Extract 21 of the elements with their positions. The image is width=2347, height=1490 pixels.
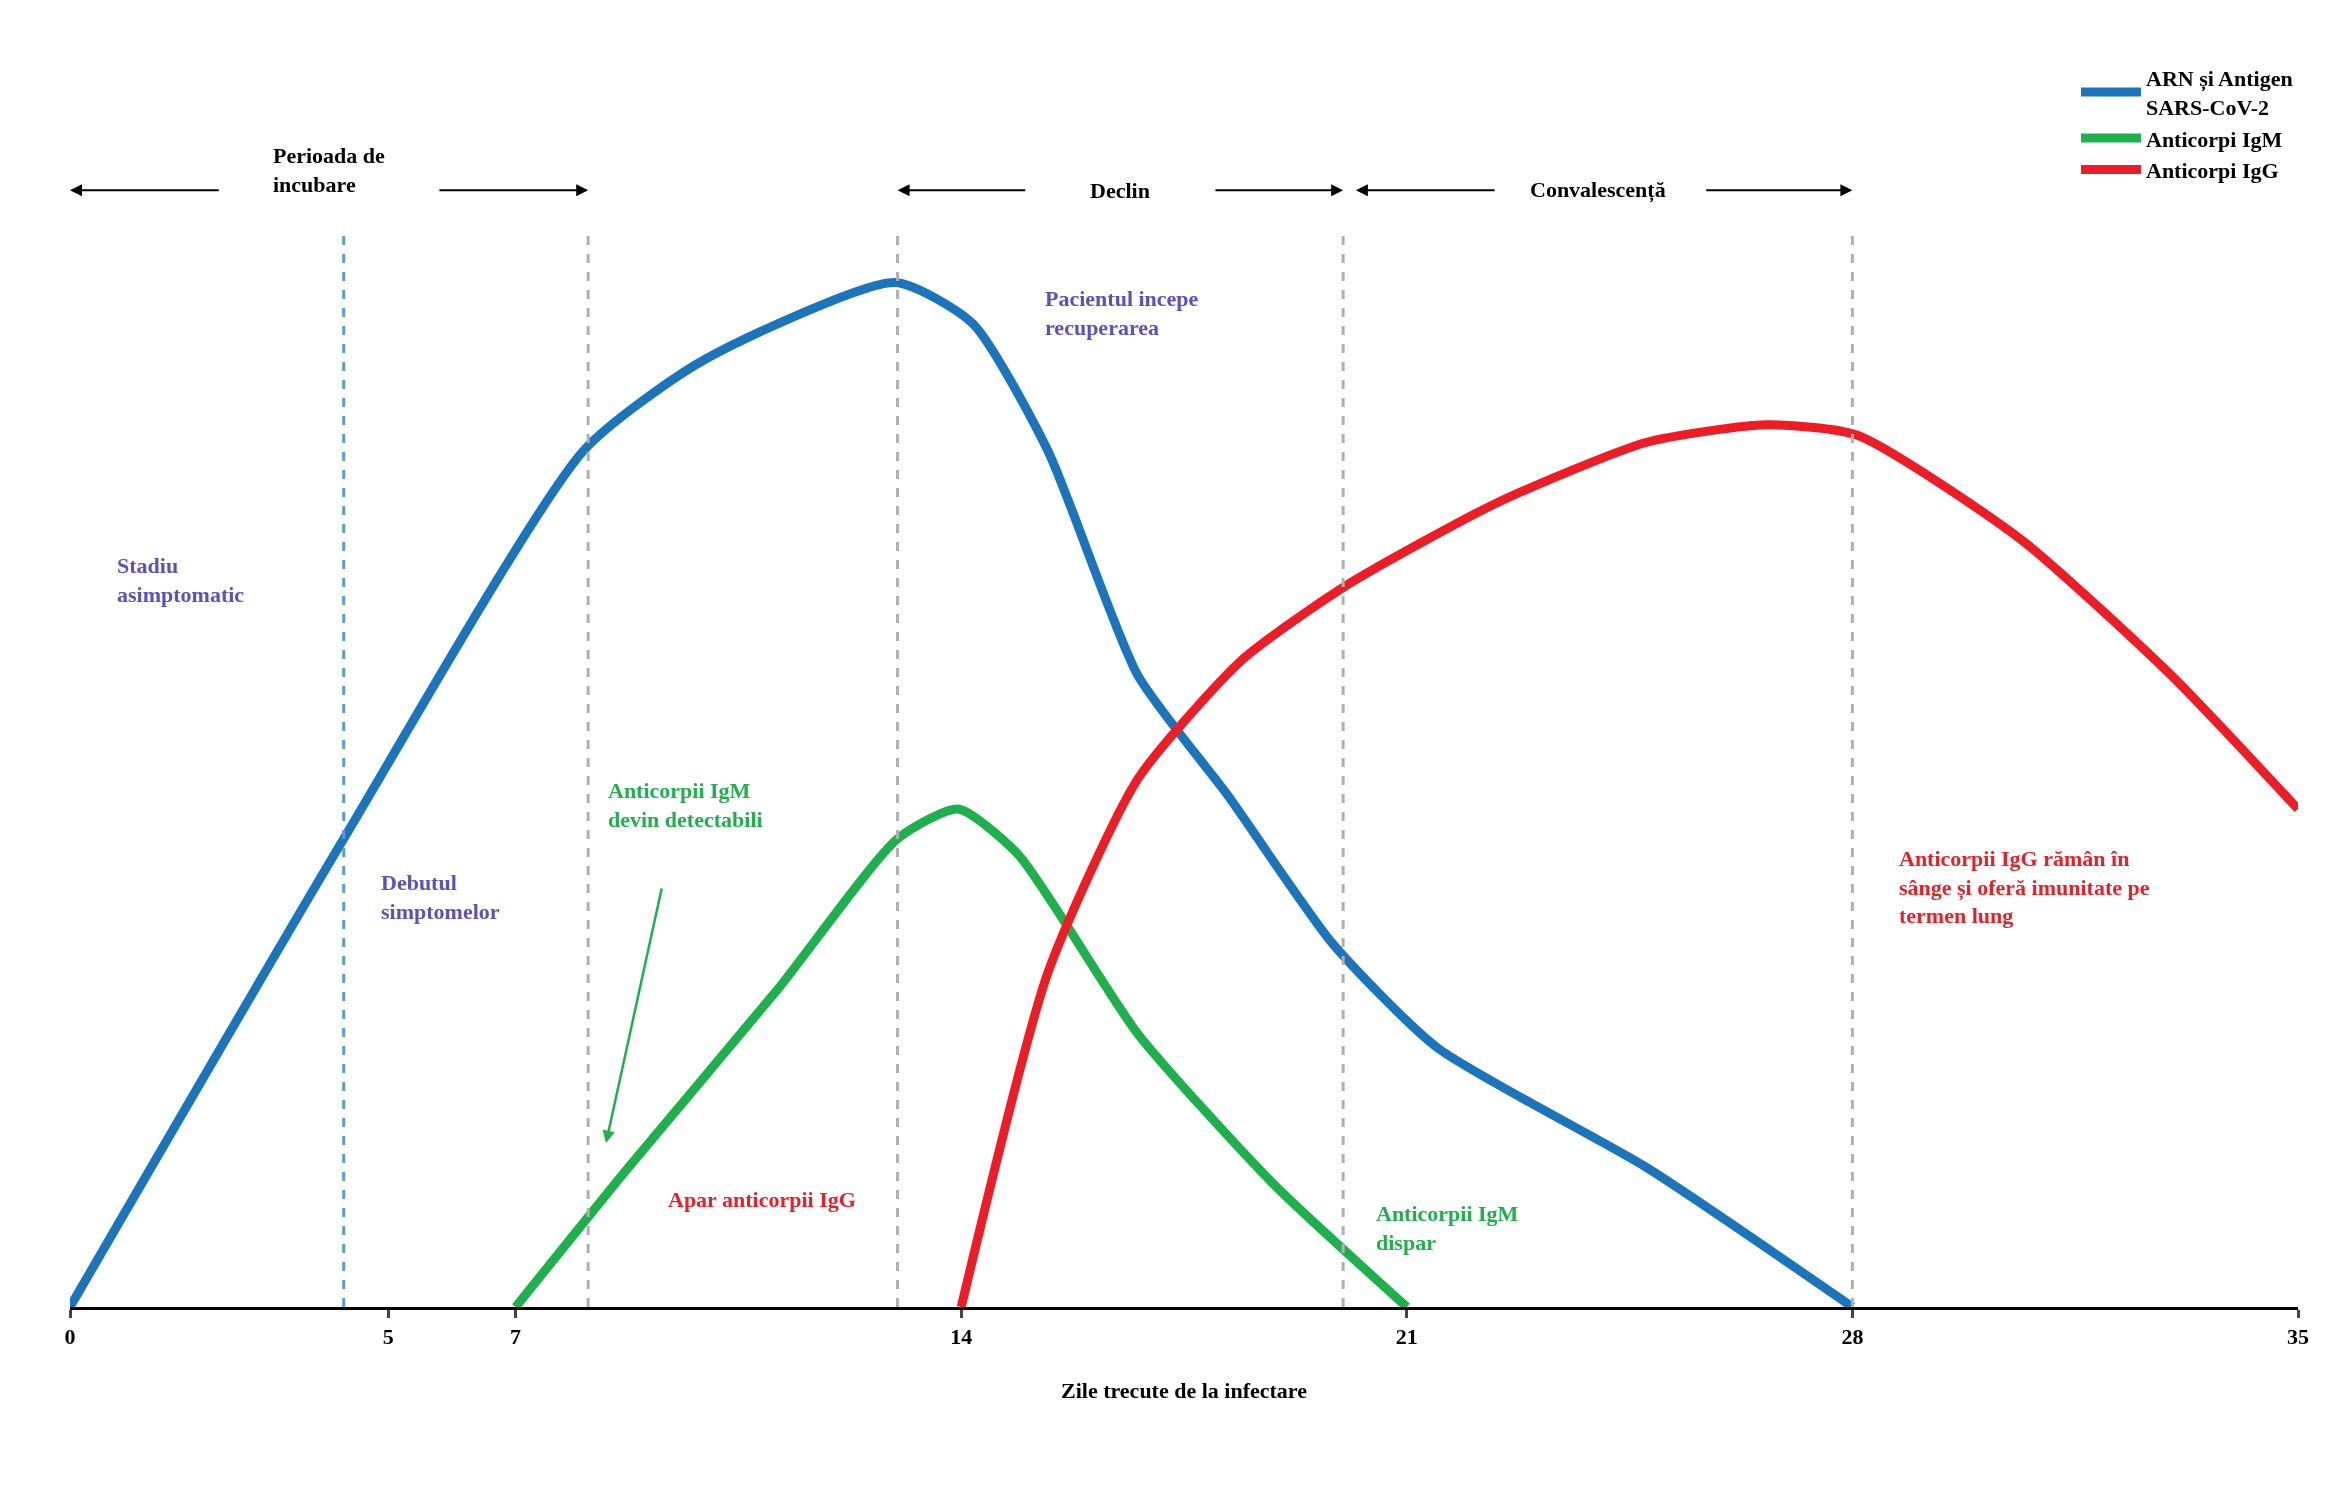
legend-label: Anticorpi IgM <box>2146 126 2283 152</box>
text: Declin <box>1090 178 1150 203</box>
annotation: Anticorpii IgM devin detectabili <box>608 778 763 832</box>
x-tick-label: 28 <box>1841 1324 1864 1350</box>
x-tick-label: 35 <box>2287 1324 2309 1350</box>
annotation: Stadiu asimptomatic <box>117 553 245 607</box>
text: Convalescență <box>1530 177 1666 203</box>
text: Perioada de incubare <box>273 143 386 197</box>
x-tick-label: 5 <box>382 1324 394 1350</box>
x-tick-label: 0 <box>64 1324 76 1350</box>
legend-label: Anticorpi IgG <box>2146 158 2279 184</box>
x-axis-title: Zile trecute de la infectare <box>1061 1378 1308 1404</box>
annotation: Debutul simptomelor <box>381 870 500 924</box>
annotation: Anticorpii IgG rămân în sânge și oferă imunitate pe termen lung <box>1899 846 2150 929</box>
annotation: Anticorpii IgM dispar <box>1376 1201 1519 1255</box>
legend-label: ARN și Antigen SARS-CoV-2 <box>2146 66 2293 120</box>
x-tick-label: 7 <box>510 1324 522 1350</box>
annotation: Apar anticorpii IgG <box>668 1187 856 1212</box>
x-tick-label: 21 <box>1395 1324 1418 1350</box>
x-tick-label: 14 <box>950 1324 973 1350</box>
annotation: Pacientul incepe recuperarea <box>1045 286 1199 340</box>
